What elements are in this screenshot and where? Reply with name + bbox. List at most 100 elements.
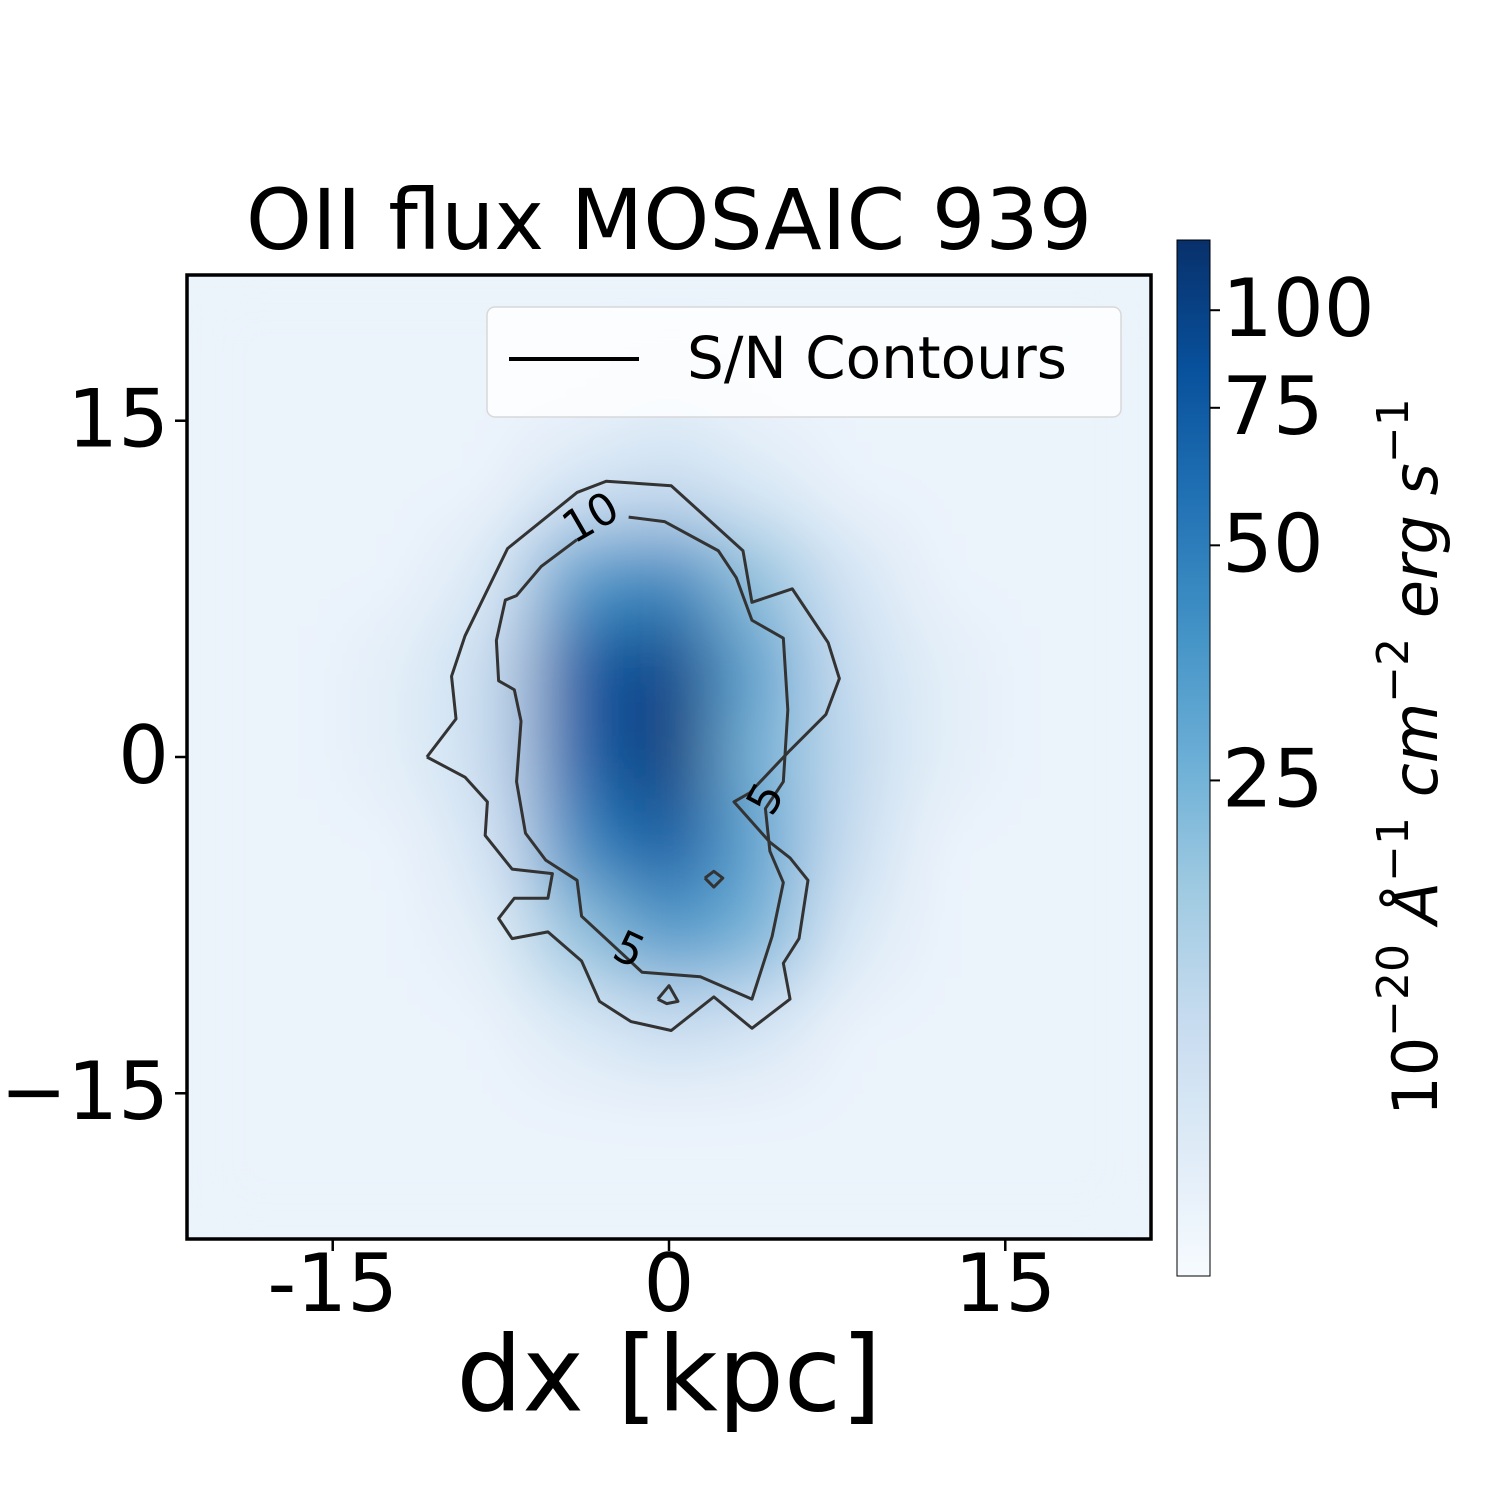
heatmap-cell	[982, 891, 1074, 982]
heatmap-cell	[982, 801, 1074, 893]
colorbar-label-base: 10	[1379, 1037, 1452, 1116]
heatmap-cell	[355, 622, 446, 713]
heatmap-cell	[1072, 532, 1151, 623]
colorbar-label-base: cm	[1379, 703, 1452, 817]
heatmap-cell	[534, 1070, 625, 1162]
heatmap-cell	[187, 801, 266, 893]
heatmap-cell	[444, 1070, 535, 1162]
heatmap-cell	[444, 443, 535, 534]
heatmap-cell	[187, 353, 266, 444]
y-tick-label: 0	[118, 709, 169, 802]
heatmap-cell	[1072, 622, 1151, 713]
x-tick-label: 15	[954, 1237, 1056, 1330]
heatmap-cell	[265, 801, 356, 893]
heatmap-cell	[265, 1160, 356, 1239]
heatmap-cell	[982, 1070, 1074, 1162]
heatmap-cell	[893, 1070, 984, 1162]
y-tick-label: −15	[0, 1045, 169, 1138]
heatmap-cell	[713, 443, 805, 534]
heatmap-cell	[444, 1160, 535, 1239]
heatmap-cell	[187, 1160, 266, 1239]
colorbar-label-exponent: −1	[1368, 817, 1419, 882]
heatmap-cell	[893, 891, 984, 982]
heatmap-cell	[803, 712, 894, 803]
heatmap-cell	[355, 1160, 446, 1239]
heatmap-cell	[803, 443, 894, 534]
contour-line	[656, 984, 680, 1006]
legend: S/N Contours	[486, 306, 1122, 418]
heatmap-cell	[534, 981, 625, 1072]
contour-line	[703, 869, 725, 889]
heatmap-cell	[534, 622, 625, 713]
chart-title: OII flux MOSAIC 939	[246, 171, 1092, 269]
ticks: -15 0 15 −15 0 15	[0, 373, 1056, 1330]
heatmap-cell	[265, 1070, 356, 1162]
heatmap-cell	[1072, 443, 1151, 534]
heatmap-cell	[187, 712, 266, 803]
colorbar-tick-label: 75	[1222, 360, 1324, 453]
heatmap-cell	[265, 353, 356, 444]
heatmap-cell	[534, 532, 625, 623]
heatmap-cell	[982, 622, 1074, 713]
heatmap-cell	[265, 712, 356, 803]
heatmap-cell	[265, 275, 356, 354]
x-axis-label: dx [kpc]	[456, 1313, 881, 1435]
heatmap-cell	[982, 712, 1074, 803]
heatmap-cell	[355, 532, 446, 623]
heatmap-cell	[713, 1160, 805, 1239]
y-tick-label: 15	[67, 373, 169, 466]
heatmap-cell	[893, 712, 984, 803]
colorbar-gradient	[1176, 239, 1211, 1277]
heatmap-cell	[355, 1070, 446, 1162]
heatmap-cell	[265, 622, 356, 713]
heatmap-cell	[355, 275, 446, 354]
x-tick-label: -15	[267, 1237, 398, 1330]
heatmap-cell	[893, 622, 984, 713]
heatmap-cell	[982, 443, 1074, 534]
heatmap-cell	[803, 1160, 894, 1239]
heatmap-cell	[624, 1160, 715, 1239]
heatmap-cell	[893, 443, 984, 534]
heatmap-cell	[187, 275, 266, 354]
heatmap-cell	[893, 1160, 984, 1239]
heatmap-cell	[1072, 891, 1151, 982]
heatmap-cell	[187, 891, 266, 982]
contour-line	[494, 515, 790, 1001]
heatmap-cell	[1072, 981, 1151, 1072]
heatmap-cell	[355, 443, 446, 534]
heatmap-cell	[713, 1070, 805, 1162]
heatmap-cell	[982, 1160, 1074, 1239]
heatmap-cell	[444, 622, 535, 713]
heatmap-cell	[713, 891, 805, 982]
heatmap-cell	[803, 532, 894, 623]
contour-line	[425, 479, 841, 1033]
heatmap-cell	[534, 712, 625, 803]
legend-box	[486, 306, 1122, 418]
heatmap-cell	[1072, 712, 1151, 803]
heatmap-cell	[624, 443, 715, 534]
heatmap-cell	[803, 801, 894, 893]
legend-label: S/N Contours	[687, 324, 1067, 392]
heatmap-cell	[265, 891, 356, 982]
heatmap-cell	[624, 801, 715, 893]
colorbar-tick-label: 50	[1222, 497, 1324, 590]
heatmap-cell	[982, 981, 1074, 1072]
colorbar-label-exponent: −20	[1368, 944, 1419, 1037]
heatmap-cell	[893, 981, 984, 1072]
colorbar-tick-label: 100	[1222, 262, 1375, 355]
colorbar-tick-label: 25	[1222, 732, 1324, 825]
heatmap-cell	[1072, 1160, 1151, 1239]
heatmap-cell	[1072, 1070, 1151, 1162]
heatmap-cell	[444, 532, 535, 623]
colorbar-label-base: Å	[1379, 882, 1452, 944]
x-tick-label: 0	[644, 1237, 695, 1330]
heatmap-cell	[355, 891, 446, 982]
colorbar-label-exponent: −2	[1368, 638, 1419, 703]
heatmap-cell	[803, 981, 894, 1072]
heatmap-cell	[713, 622, 805, 713]
heatmap-cell	[624, 1070, 715, 1162]
heatmap-cell	[803, 891, 894, 982]
heatmap-cell	[187, 1070, 266, 1162]
